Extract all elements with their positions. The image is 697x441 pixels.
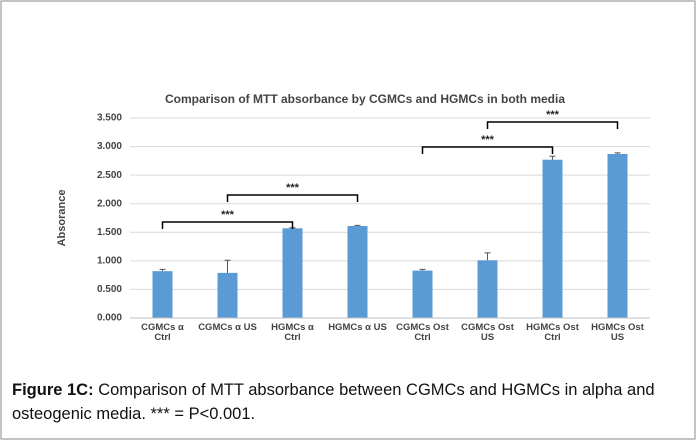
bar [542, 159, 563, 318]
y-tick-label: 1.500 [97, 227, 122, 238]
x-tick-label: HGMCs α Ctrl [271, 322, 314, 343]
x-tick-label: HGMCs Ost US [591, 322, 644, 343]
bar [347, 226, 368, 318]
error-bar [484, 252, 491, 261]
significance-label: *** [546, 109, 560, 121]
significance-bracket [486, 121, 619, 129]
x-tick-label: CGMCs Ost Ctrl [396, 322, 449, 343]
error-bar [224, 259, 231, 273]
bar [282, 228, 303, 318]
significance-label: *** [286, 182, 300, 194]
chart-title: Comparison of MTT absorbance by CGMCs an… [165, 92, 565, 106]
error-bar [419, 268, 426, 271]
x-tick-label: CGMCs α US [198, 322, 257, 333]
x-tick-label: HGMCs α US [328, 322, 387, 333]
caption-label: Figure 1C: [12, 381, 94, 399]
x-tick-label: HGMCs Ost Ctrl [526, 322, 579, 343]
y-axis-label: Absorance [56, 190, 68, 247]
bar [412, 270, 433, 318]
y-tick-label: 1.000 [97, 255, 122, 266]
bar [217, 272, 238, 318]
error-bar [354, 224, 361, 226]
y-tick-label: 3.000 [97, 141, 122, 152]
x-tick-label: CGMCs Ost US [461, 322, 514, 343]
error-bar [159, 268, 166, 272]
y-tick-label: 2.500 [97, 170, 122, 181]
significance-bracket [421, 146, 554, 154]
significance-label: *** [221, 209, 235, 221]
caption-text: Comparison of MTT absorbance between CGM… [12, 381, 655, 423]
bar [477, 260, 498, 318]
significance-bracket [161, 221, 294, 229]
y-tick-label: 0.000 [97, 313, 122, 324]
y-tick-label: 0.500 [97, 284, 122, 295]
significance-label: *** [481, 134, 495, 146]
x-tick-label: CGMCs α Ctrl [141, 322, 184, 343]
error-bar [614, 152, 621, 154]
y-tick-label: 3.500 [97, 113, 122, 124]
caption: Figure 1C: Comparison of MTT absorbance … [12, 378, 687, 426]
y-tick-label: 2.000 [97, 198, 122, 209]
bar [607, 154, 628, 318]
bar [152, 271, 173, 318]
significance-bracket [226, 194, 359, 202]
error-bar [549, 155, 556, 160]
